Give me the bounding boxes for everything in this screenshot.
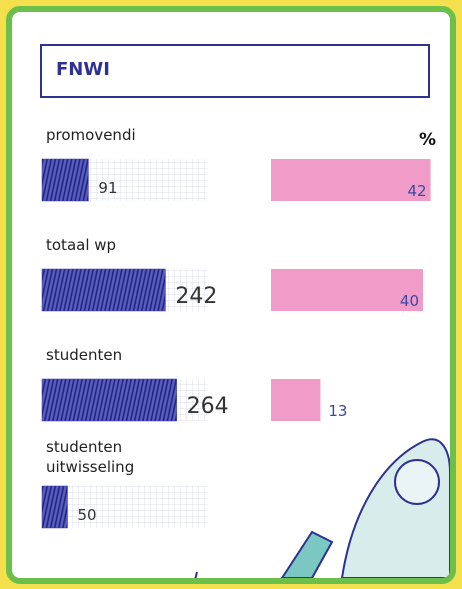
percent-label: 40 (400, 292, 419, 310)
value-label: 91 (98, 179, 117, 197)
percent-label: 13 (328, 402, 347, 420)
bar (42, 159, 88, 201)
bar (42, 486, 68, 528)
bar (42, 269, 165, 311)
value-label: 264 (187, 394, 229, 419)
category-label: totaal wp (46, 235, 156, 255)
value-label: 242 (175, 284, 217, 309)
percent-bar (271, 379, 320, 421)
category-label: studenten uitwisseling (46, 437, 156, 477)
chart: 91 42 242 40 264 13 50 (12, 12, 450, 578)
page: FNWI % 9142242402641350 promovenditotaal… (0, 0, 462, 589)
category-label: studenten (46, 345, 156, 365)
percent-label: 42 (408, 182, 427, 200)
value-label: 50 (78, 506, 97, 524)
category-label: promovendi (46, 125, 156, 145)
illustration (192, 439, 450, 578)
bar (42, 379, 177, 421)
